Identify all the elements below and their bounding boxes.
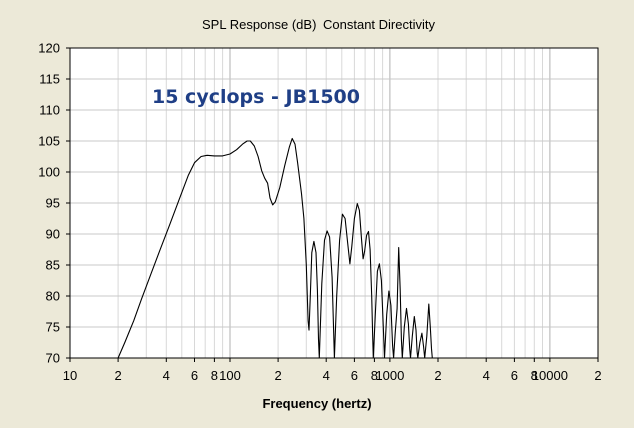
y-tick-label: 80 <box>46 289 60 304</box>
chart-annotation: 15 cyclops - JB1500 <box>152 86 360 108</box>
plot-border <box>69 47 599 359</box>
y-tick-label: 90 <box>46 227 60 242</box>
y-tick-label: 115 <box>39 72 60 87</box>
x-tick-label: 4 <box>483 368 490 383</box>
y-tick-label: 75 <box>46 320 60 335</box>
x-tick-label: 8 <box>211 368 218 383</box>
x-tick-label: 6 <box>511 368 518 383</box>
y-tick-label: 120 <box>38 41 60 56</box>
x-tick-label: 100 <box>219 368 241 383</box>
x-tick-label: 10 <box>63 368 77 383</box>
x-tick-label: 8 <box>371 368 378 383</box>
x-tick-label: 10000 <box>532 368 568 383</box>
x-tick-label: 2 <box>434 368 441 383</box>
series-group <box>117 137 433 359</box>
y-tick-label: 105 <box>38 134 60 149</box>
grid <box>70 48 598 358</box>
x-tick-label: 2 <box>274 368 281 383</box>
y-axis: 70 75 80 85 90 95 100 105 110 115 120 <box>38 41 70 366</box>
y-tick-label: 100 <box>38 165 60 180</box>
y-tick-label: 70 <box>46 351 60 366</box>
series-line <box>117 137 433 359</box>
x-tick-label: 2 <box>594 368 601 383</box>
x-tick-label: 2 <box>114 368 121 383</box>
x-tick-label: 8 <box>531 368 538 383</box>
x-tick-label: 4 <box>163 368 170 383</box>
x-axis-label: Frequency (hertz) <box>262 396 371 411</box>
y-tick-label: 95 <box>46 196 60 211</box>
chart-subtitle: Constant Directivity <box>323 17 435 32</box>
y-tick-label: 110 <box>39 103 60 118</box>
x-tick-label: 6 <box>351 368 358 383</box>
chart-title: SPL Response (dB) <box>202 17 316 32</box>
y-tick-label: 85 <box>46 258 60 273</box>
x-tick-label: 4 <box>323 368 330 383</box>
x-tick-label: 6 <box>191 368 198 383</box>
x-tick-label: 1000 <box>375 368 404 383</box>
